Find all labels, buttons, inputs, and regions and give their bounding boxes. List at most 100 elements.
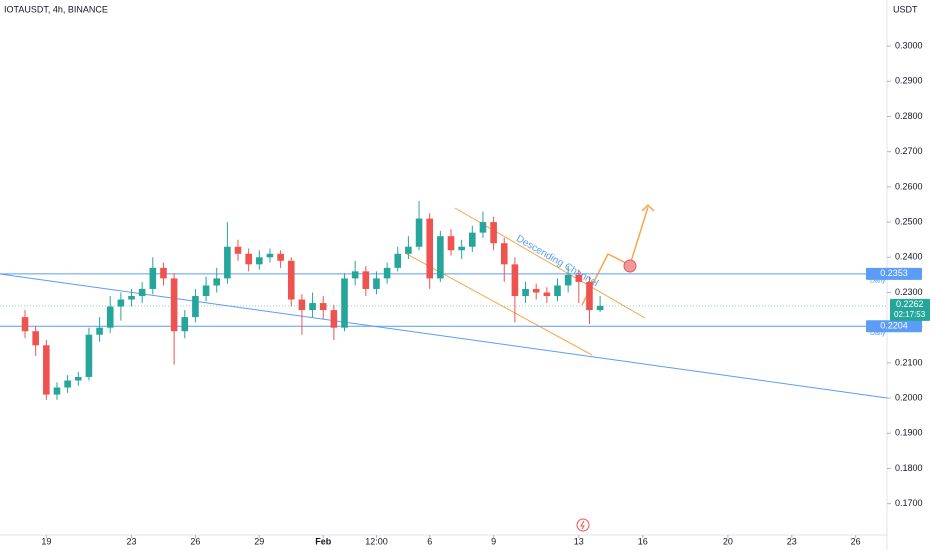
x-tick-label: 13 (574, 536, 584, 546)
replay-icon[interactable] (576, 518, 590, 532)
candle-body (554, 285, 561, 297)
candle-body (469, 232, 476, 247)
candle-body (224, 246, 231, 279)
y-tick-label: 0.2000 (895, 392, 923, 402)
y-axis-label: USDT (893, 4, 918, 14)
y-tick-label: 0.2300 (895, 287, 923, 297)
candle-body (341, 278, 348, 328)
candle-body (458, 246, 465, 251)
icon-bolt[interactable] (580, 520, 585, 530)
candle-body (522, 288, 529, 297)
candle-body (234, 246, 242, 254)
y-tick-label: 0.1800 (895, 463, 923, 473)
candle-body (245, 253, 252, 265)
candle-body (532, 288, 540, 293)
candle-body (383, 267, 391, 279)
candle-body (394, 253, 402, 268)
projection-arrow (581, 206, 649, 306)
x-tick-label: Feb (315, 536, 332, 546)
x-tick-label: 12:00 (365, 536, 388, 546)
x-tick-label: 29 (254, 536, 264, 546)
y-tick-label: 0.2500 (895, 216, 923, 226)
x-tick-label: 20 (723, 536, 733, 546)
x-tick-label: 23 (127, 536, 137, 546)
candle-body (106, 306, 114, 328)
level-tag (866, 267, 922, 280)
candle-body (298, 299, 306, 311)
candle-body (373, 278, 380, 289)
arrow-head (641, 203, 655, 212)
candle-body (575, 274, 583, 282)
y-tick-label: 0.2600 (895, 181, 923, 191)
last-price-label: 0.2262 (896, 299, 924, 309)
x-tick-label: 23 (787, 536, 797, 546)
candle-body (53, 387, 61, 395)
candle-body (266, 253, 274, 258)
candle-body (149, 267, 157, 289)
channel-upper (454, 207, 646, 319)
y-tick-label: 0.1900 (895, 428, 923, 438)
candle-body (500, 243, 508, 265)
candle-body (479, 222, 487, 233)
target-marker (623, 259, 637, 273)
candle-body (213, 278, 221, 286)
candle-body (426, 218, 434, 279)
candle-body (202, 285, 210, 297)
candle-body (564, 274, 572, 286)
candle-body (43, 345, 50, 395)
y-tick-label: 0.2700 (895, 146, 923, 156)
candle-body (170, 278, 178, 332)
channel-lower (404, 252, 593, 356)
candle-body (74, 376, 82, 381)
candle-body (362, 271, 370, 289)
candle-body (138, 288, 146, 297)
candle-body (181, 317, 189, 332)
level-tag (866, 320, 922, 333)
candle-body (287, 260, 295, 300)
candle-body (160, 267, 167, 279)
candle-body (319, 303, 327, 311)
candle-body (511, 264, 519, 297)
candle-body (543, 292, 551, 297)
x-tick-label: 6 (427, 536, 432, 546)
candle-body (447, 236, 455, 251)
candle-body (256, 257, 263, 265)
candle-body (330, 310, 338, 328)
x-tick-label: 26 (851, 536, 861, 546)
level-name: Daily (870, 330, 886, 337)
candle-body (128, 296, 135, 300)
y-tick-label: 0.3000 (895, 40, 923, 50)
x-tick-label: 9 (491, 536, 496, 546)
candle-body (437, 236, 444, 279)
candle-body (96, 327, 103, 335)
countdown-label: 02:17:53 (894, 310, 926, 319)
chart-title: IOTAUSDT, 4h, BINANCE (4, 4, 108, 14)
y-tick-label: 0.2900 (895, 76, 923, 86)
last-price-tag (890, 298, 930, 321)
candle-body (490, 222, 497, 244)
candle-body (351, 271, 359, 279)
candle-body (117, 299, 125, 307)
candle-body (21, 317, 29, 332)
candle-body (192, 296, 199, 318)
x-tick-label: 16 (638, 536, 648, 546)
x-tick-label: 19 (41, 536, 51, 546)
candle-body (32, 331, 39, 346)
candle-body (596, 305, 604, 311)
icon-circle[interactable] (576, 518, 590, 532)
candle-body (85, 334, 93, 377)
candle-body (405, 246, 412, 254)
trend-line (0, 273, 888, 399)
candle-body (277, 253, 284, 261)
x-tick-label: 26 (190, 536, 200, 546)
y-tick-label: 0.2100 (895, 357, 923, 367)
candle-body (586, 281, 593, 311)
y-tick-label: 0.1700 (895, 498, 923, 508)
level-tag-label: 0.2353 (880, 268, 908, 278)
level-name: Daily (870, 278, 886, 285)
y-tick-label: 0.2800 (895, 111, 923, 121)
level-tag-label: 0.2204 (880, 321, 908, 331)
candle-body (415, 218, 423, 247)
